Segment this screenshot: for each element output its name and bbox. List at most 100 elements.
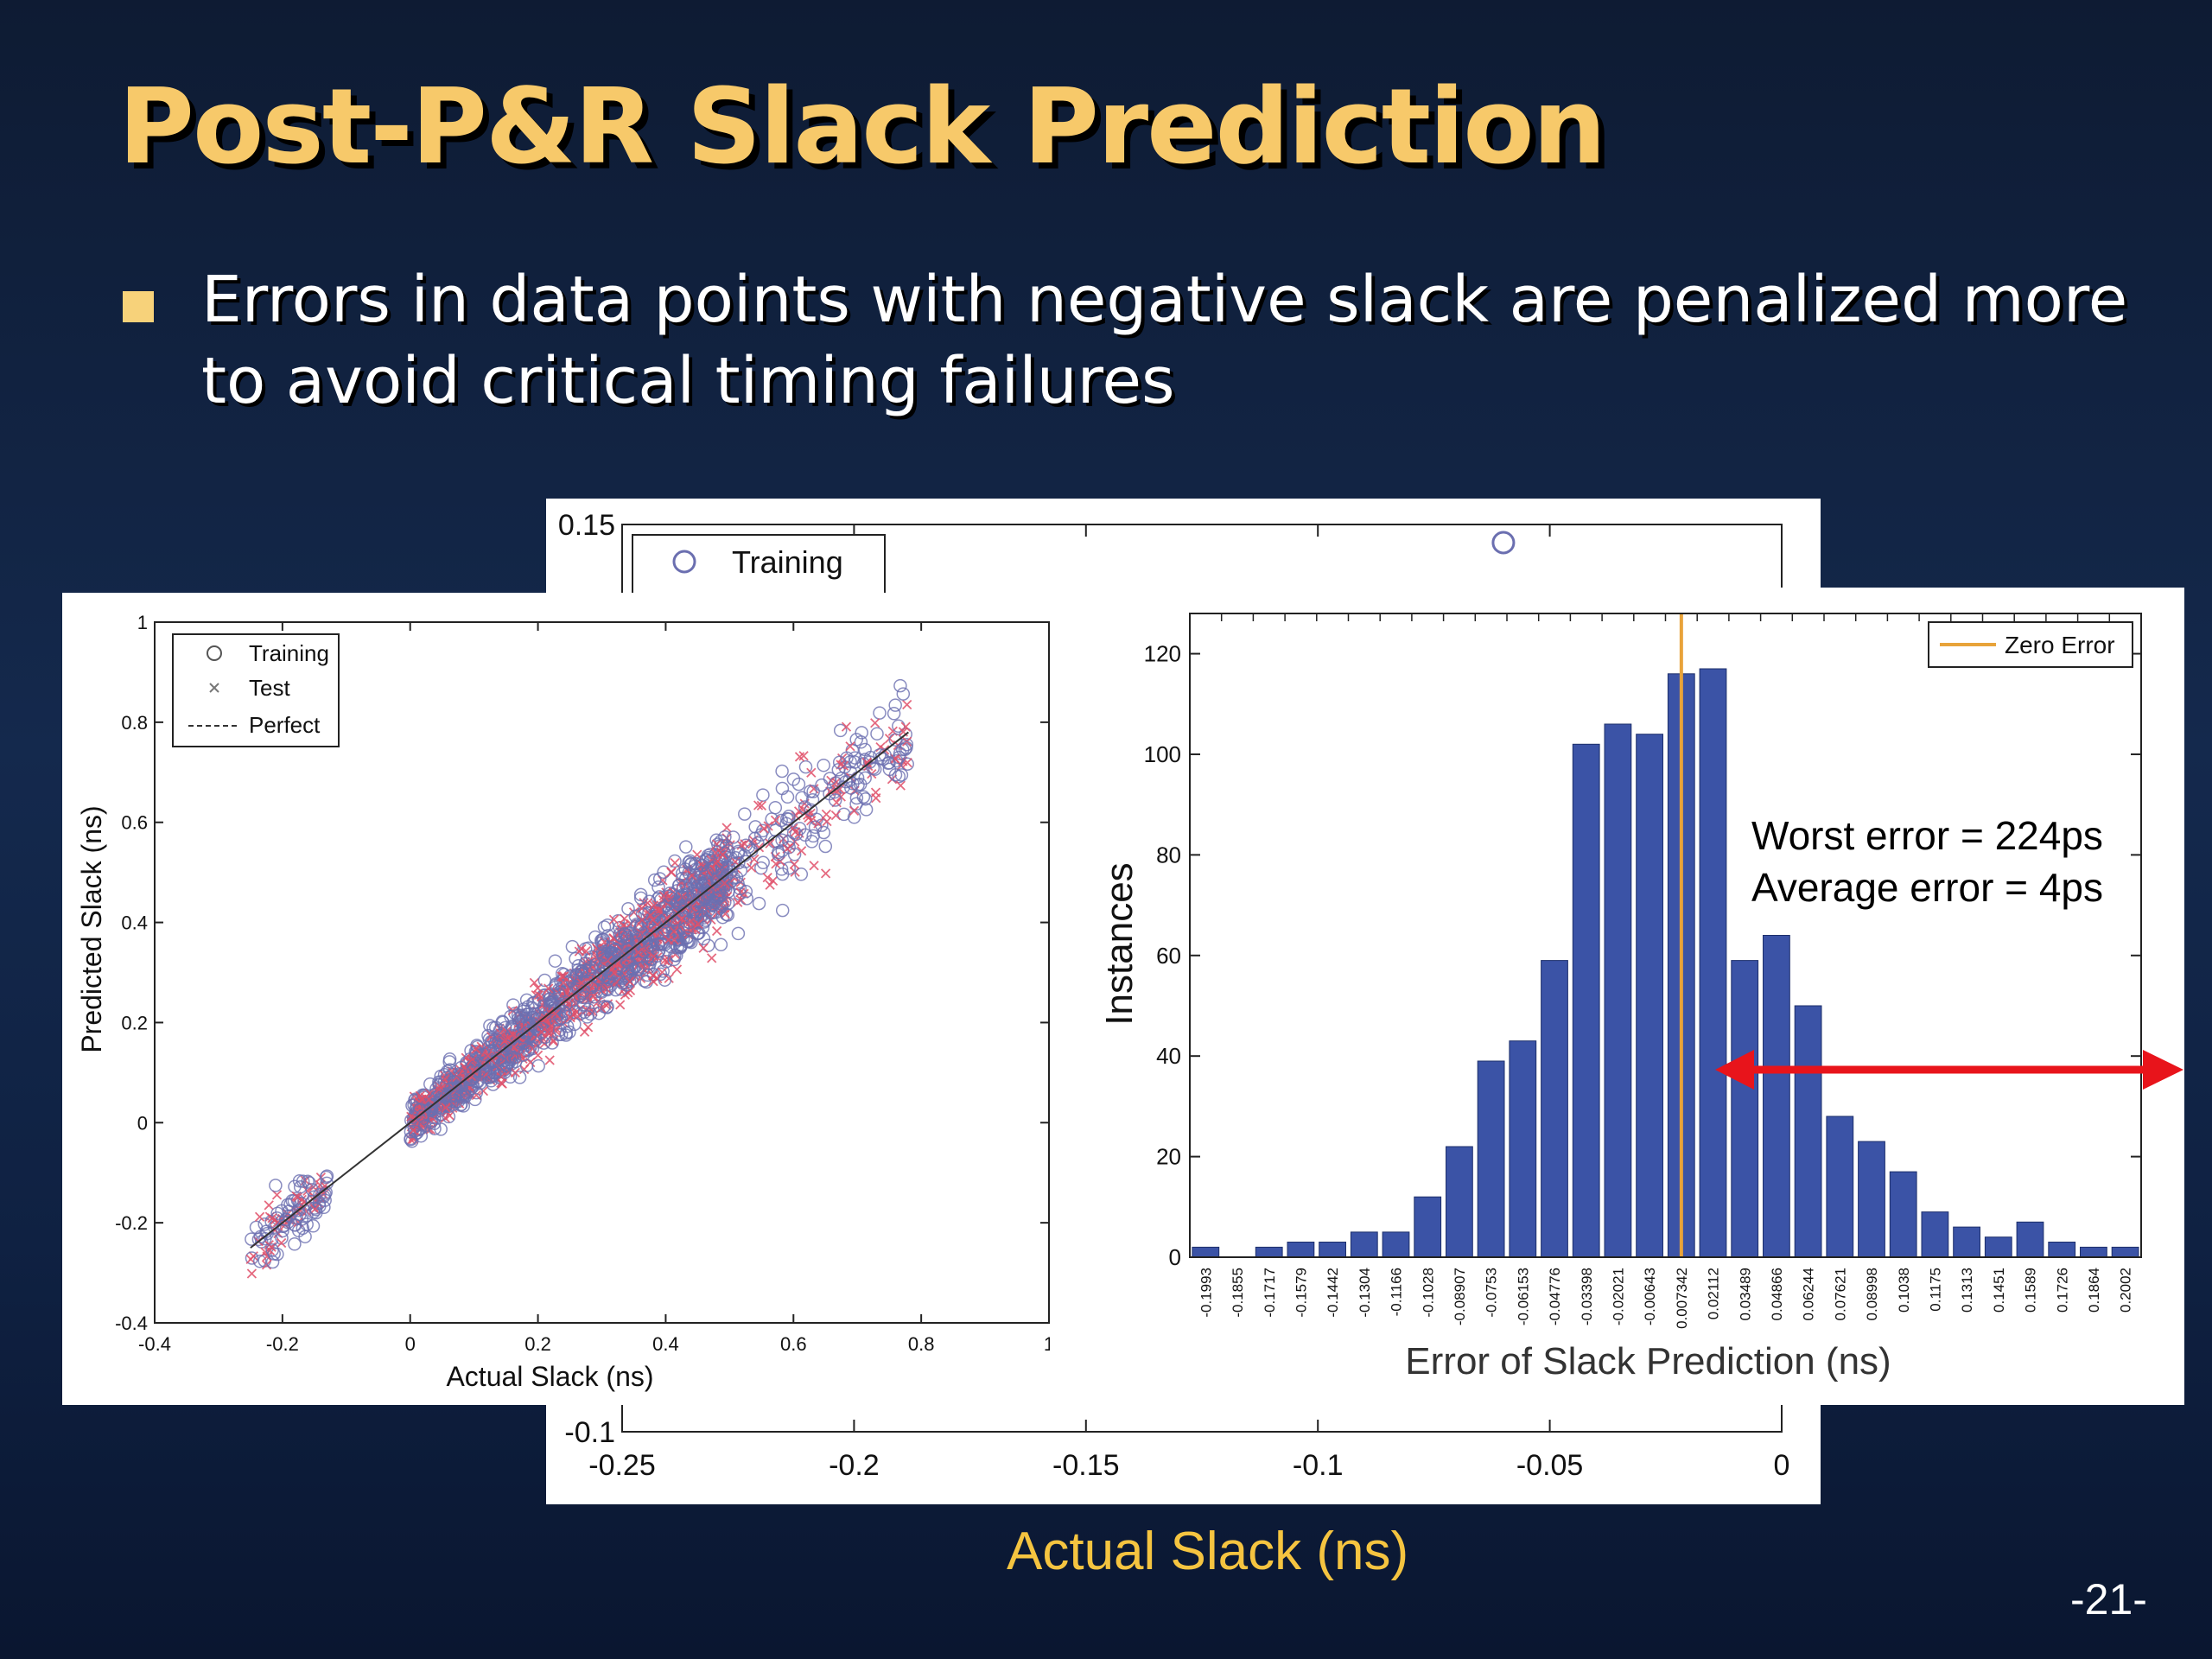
training-point: [645, 912, 659, 925]
training-point: [849, 791, 864, 805]
training-point: [678, 862, 692, 876]
test-point: [608, 914, 620, 925]
scatter-y-tick-label: 1: [137, 612, 148, 633]
training-point: [558, 1007, 573, 1020]
training-point: [583, 1007, 598, 1021]
training-point: [305, 1183, 319, 1197]
histogram-bar: [1953, 1226, 1980, 1258]
error-range-arrow-left-head: [1715, 1050, 1754, 1090]
training-point: [587, 989, 601, 1004]
test-point: [698, 943, 709, 953]
histogram-bar: [1350, 1231, 1378, 1258]
histogram-category-label: 0.03489: [1737, 1268, 1753, 1320]
training-point: [306, 1219, 321, 1233]
training-point: [768, 800, 783, 815]
histogram-bar: [1826, 1116, 1854, 1258]
test-point: [615, 1000, 626, 1010]
test-point: [262, 1251, 272, 1262]
test-point: [471, 1090, 481, 1101]
test-point: [441, 1103, 451, 1113]
training-point: [690, 899, 704, 913]
scatter-x-axis-label: Actual Slack (ns): [446, 1361, 653, 1392]
test-point: [415, 1090, 425, 1101]
test-point: [666, 867, 677, 877]
training-point: [478, 1056, 492, 1070]
test-point: [467, 1054, 478, 1065]
training-point: [600, 1001, 614, 1014]
training-point: [404, 1124, 418, 1139]
training-point: [701, 938, 715, 952]
test-point: [657, 967, 667, 977]
training-point: [456, 1090, 470, 1104]
test-point: [821, 809, 832, 820]
training-point: [292, 1173, 307, 1188]
histogram-bar: [1446, 1146, 1473, 1258]
training-point: [595, 949, 610, 963]
histogram-bar: [1319, 1242, 1347, 1258]
training-point: [848, 751, 862, 765]
test-point: [693, 918, 703, 930]
legend-zero-error-label: Zero Error: [2005, 632, 2115, 658]
worst-error-annotation: Worst error = 224ps: [1751, 813, 2103, 858]
test-point: [645, 910, 656, 921]
training-point: [512, 1071, 527, 1084]
page-number: -21-: [2070, 1575, 2147, 1624]
slide-title: Post-P&R Slack Prediction: [118, 67, 1606, 188]
back-x-tick-label: -0.15: [1052, 1449, 1120, 1482]
training-point: [881, 756, 895, 771]
test-point: [658, 891, 669, 901]
training-point: [614, 929, 629, 944]
training-point: [527, 1007, 542, 1020]
actual-slack-caption: Actual Slack (ns): [1007, 1522, 1409, 1581]
scatter-plot-frame: [154, 621, 1050, 1324]
histogram-category-label: 0.06244: [1801, 1268, 1817, 1320]
test-point: [798, 751, 809, 761]
training-point: [721, 896, 735, 911]
histogram-bar: [1414, 1196, 1442, 1258]
training-point: [882, 762, 897, 777]
training-point: [415, 1117, 429, 1131]
back-x-tick-label: 0: [1774, 1449, 1790, 1482]
test-point: [740, 839, 750, 849]
training-point: [537, 973, 552, 988]
training-point: [775, 764, 789, 779]
histogram-y-tick-label: 40: [1156, 1043, 1181, 1069]
scatter-x-tick-label: 0.8: [908, 1333, 935, 1355]
test-point: [267, 1213, 277, 1224]
training-point: [576, 998, 590, 1012]
scatter-y-tick-label: 0.4: [121, 912, 148, 934]
histogram-bar: [1984, 1236, 2012, 1258]
training-point: [748, 820, 762, 834]
training-point: [659, 955, 673, 969]
test-point: [765, 838, 775, 849]
training-point: [621, 946, 636, 960]
training-point: [896, 687, 911, 701]
training-point: [718, 830, 732, 844]
scatter-chart-panel: -0.4 -0.2 0 0.2 0.4 0.6 0.8 1 1 0.8 0.6 0.4 0.2 0 -0.2…: [62, 593, 1054, 1405]
test-point: [576, 944, 587, 954]
histogram-category-label: 0.02112: [1706, 1268, 1722, 1319]
histogram-bar: [1699, 668, 1727, 1258]
test-point: [753, 800, 764, 810]
histogram-bar: [2080, 1246, 2107, 1258]
training-point: [633, 891, 648, 906]
training-point: [524, 1040, 537, 1054]
test-point: [806, 767, 817, 778]
training-point: [521, 1007, 535, 1021]
training-point: [828, 793, 842, 807]
test-point: [820, 868, 831, 879]
training-point: [504, 1009, 518, 1024]
histogram-bar: [1889, 1171, 1917, 1258]
training-point: [726, 830, 741, 844]
training-point: [671, 932, 685, 946]
training-point: [415, 1109, 429, 1123]
training-point: [888, 698, 902, 712]
training-point: [713, 885, 727, 899]
training-point: [714, 938, 728, 952]
training-point: [285, 1193, 299, 1208]
perfect-line: [250, 731, 909, 1249]
training-point: [775, 781, 790, 796]
training-point: [832, 755, 847, 769]
test-point: [759, 823, 769, 834]
training-point: [751, 836, 765, 850]
